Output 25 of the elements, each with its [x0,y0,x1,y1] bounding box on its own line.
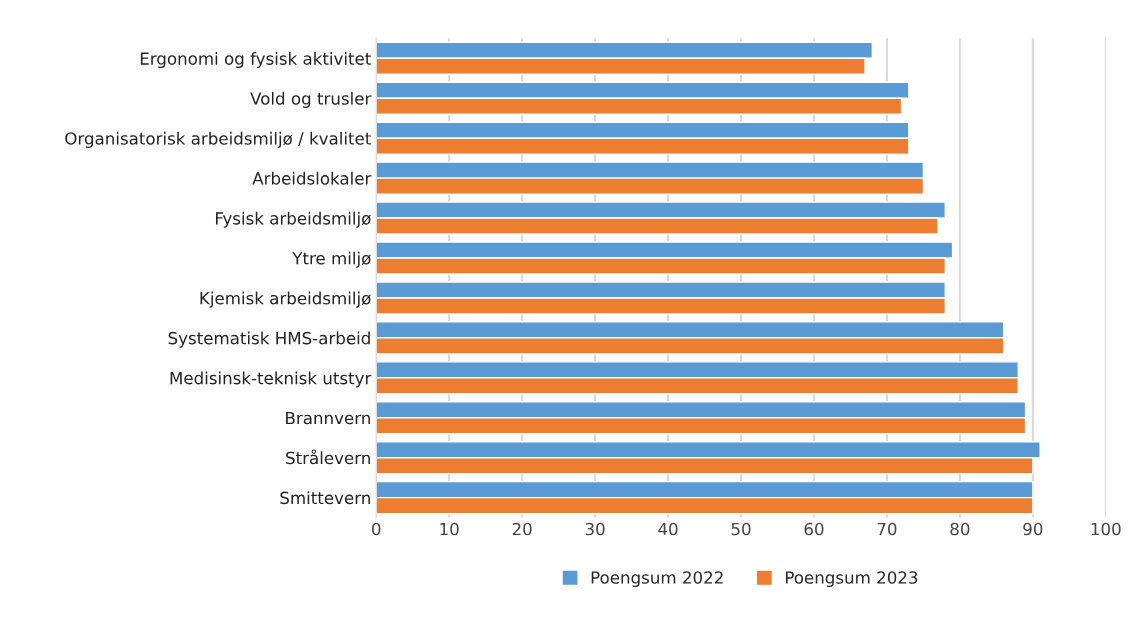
x-tick-label: 70 [877,522,897,536]
y-tick-label: Vold og trusler [250,91,372,109]
x-tick-label: 30 [585,522,605,536]
x-tick-label: 20 [512,522,532,536]
x-tick-label: 10 [440,522,459,536]
x-tick-label: 60 [804,522,824,536]
y-tick-label: Fysisk arbeidsmiljø [215,211,371,228]
y-tick-label: Brannvern [286,411,370,425]
y-tick-label: Medisinsk-teknisk utstyr [170,371,372,388]
y-tick-label: Strålevern [286,449,370,465]
y-tick-label: Kjemisk arbeidsmiljø [200,291,371,308]
x-tick-label: 40 [658,522,678,536]
y-tick-label: Ergonomi og fysisk aktivitet [140,51,371,69]
x-tick-label: 100 [1091,522,1121,536]
x-tick-label: 90 [1023,522,1043,536]
y-tick-label: Organisatorisk arbeidsmiljø / kvalitet [65,131,371,148]
legend-label: Poengsum 2023 [785,571,918,588]
y-tick-label: Arbeidslokaler [252,171,372,185]
y-tick-label: Systematisk HMS-arbeid [168,331,370,348]
y-tick-label: Ytre miljø [292,251,371,268]
y-tick-label: Smittevern [280,491,370,505]
legend-label: Poengsum 2022 [591,571,723,588]
x-tick-label: 80 [950,522,970,536]
x-tick-label: 50 [731,522,751,536]
x-tick-label: 0 [372,522,381,536]
